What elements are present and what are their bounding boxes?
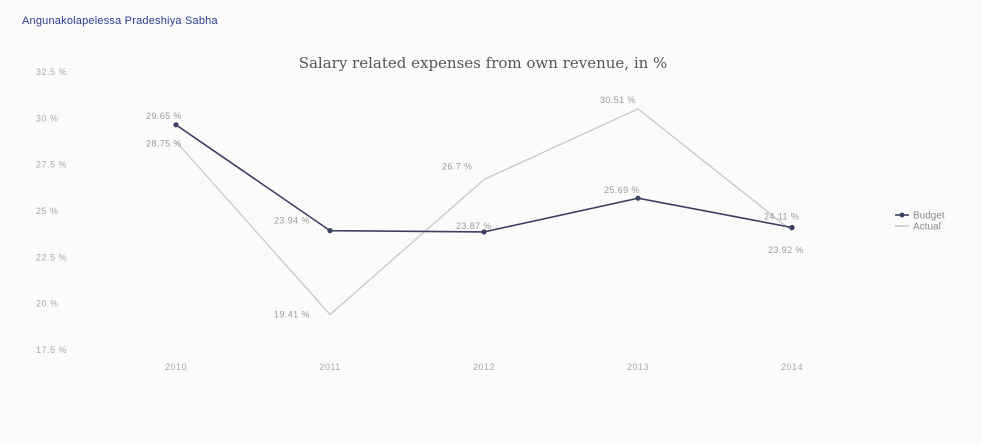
data-labels: 29.65 % 23.94 % 23.87 % 25.69 % 24.11 % 28.75…: [146, 95, 804, 320]
data-point-budget: [481, 229, 487, 235]
data-label-budget: 23.87 %: [456, 221, 492, 231]
data-label-budget: 23.94 %: [274, 216, 310, 226]
legend-item-budget[interactable]: Budget: [895, 211, 945, 222]
y-tick-label: 30 %: [36, 113, 59, 123]
data-label-actual: 23.92 %: [768, 245, 804, 255]
y-tick-label: 22.5 %: [36, 252, 67, 262]
y-tick-label: 17.5 %: [36, 345, 67, 355]
y-tick-label: 32.5 %: [36, 67, 67, 77]
y-tick-label: 25 %: [36, 206, 59, 216]
legend-label: Budget: [913, 211, 945, 222]
data-point-budget: [173, 122, 179, 128]
data-point-budget: [635, 195, 641, 201]
data-point-budget: [789, 224, 795, 231]
chart-title: Salary related expenses from own revenue…: [299, 54, 668, 72]
data-label-budget: 24.11 %: [764, 211, 799, 221]
legend-item-actual[interactable]: Actual: [895, 222, 941, 233]
series-layer: [173, 108, 795, 316]
legend-marker: [899, 212, 905, 218]
y-axis-ticks: 32.5 % 30 % 27.5 % 25 % 22.5 % 20 % 17.5 %: [36, 67, 67, 355]
x-tick-label: 2013: [627, 362, 649, 372]
data-point-budget: [327, 228, 333, 234]
data-label-actual: 30.51 %: [600, 95, 636, 105]
x-tick-label: 2012: [473, 362, 495, 372]
organization-name: Angunakolapelessa Pradeshiya Sabha: [22, 15, 218, 27]
data-label-budget: 29.65 %: [146, 111, 182, 121]
x-axis-ticks: 2010 2011 2012 2013 2014: [165, 362, 803, 372]
y-tick-label: 20 %: [36, 299, 59, 309]
data-label-actual: 26.7 %: [442, 161, 472, 171]
data-label-actual: 28.75 %: [146, 139, 182, 149]
x-tick-label: 2011: [319, 362, 340, 372]
data-label-budget: 25.69 %: [604, 185, 640, 195]
x-tick-label: 2010: [165, 362, 187, 372]
series-line-budget: [175, 124, 793, 233]
x-tick-label: 2014: [781, 362, 803, 372]
legend-label: Actual: [913, 222, 941, 233]
data-label-actual: 19.41 %: [274, 310, 310, 320]
series-line-actual: [175, 108, 793, 316]
y-tick-label: 27.5 %: [36, 160, 67, 170]
